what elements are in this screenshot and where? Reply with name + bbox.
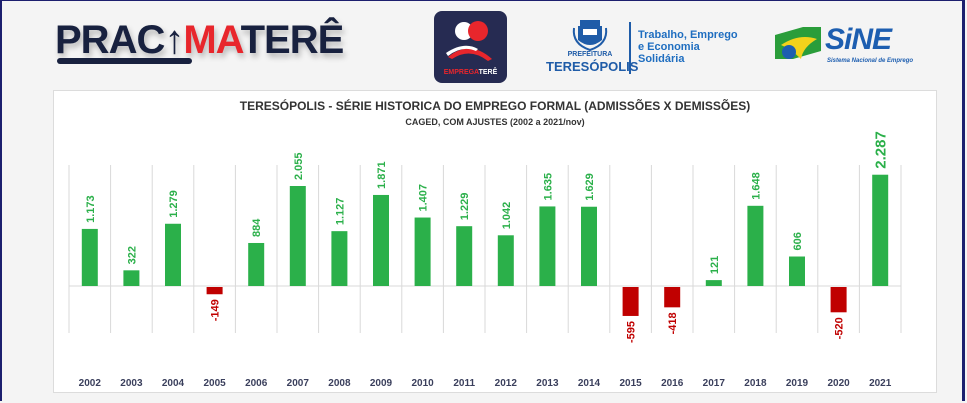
- bar-2005: [206, 287, 223, 295]
- data-label-2007: 2.055: [293, 152, 305, 180]
- x-tick-label: 2020: [827, 378, 850, 389]
- chart-title: TERESÓPOLIS - SÉRIE HISTORICA DO EMPREGO…: [239, 99, 751, 113]
- chart-subtitle: CAGED, COM AJUSTES (2002 a 2021/nov): [405, 117, 585, 127]
- bar-2018: [747, 205, 764, 286]
- bar-2007: [289, 186, 306, 286]
- data-label-2010: 1.407: [418, 184, 430, 212]
- x-tick-label: 2005: [203, 378, 226, 389]
- pracomatere-logo: PRAC↑MATERÊ: [55, 18, 345, 62]
- secretaria-line-3: Solidária: [638, 53, 685, 65]
- teresopolis-label: TERESÓPOLIS: [546, 59, 639, 74]
- data-label-2005: -149: [210, 299, 222, 321]
- bar-2020: [830, 287, 847, 313]
- data-label-2021: 2.287: [873, 131, 890, 169]
- data-label-2009: 1.871: [376, 161, 388, 189]
- bar-2014: [581, 206, 597, 286]
- x-tick-label: 2007: [287, 378, 310, 389]
- emprega-text: EMPREGA: [443, 69, 479, 76]
- brand-text-prac: PRAC: [55, 18, 165, 62]
- x-tick-label: 2021: [869, 378, 892, 389]
- x-tick-label: 2015: [619, 378, 642, 389]
- data-label-2017: 121: [709, 256, 721, 274]
- bar-2009: [373, 194, 389, 286]
- bar-2008: [331, 231, 348, 286]
- coat-of-arms-icon: [572, 20, 608, 52]
- bar-2019: [789, 256, 805, 286]
- x-tick-label: 2017: [703, 378, 726, 389]
- people-icon: [446, 21, 492, 61]
- arrow-up-icon: ↑: [164, 18, 184, 62]
- x-tick-label: 2004: [162, 378, 185, 389]
- data-label-2020: -520: [834, 317, 846, 339]
- x-tick-label: 2002: [79, 378, 102, 389]
- data-label-2002: 1.173: [85, 195, 97, 223]
- bar-2017: [705, 280, 722, 286]
- x-tick-label: 2013: [536, 378, 559, 389]
- x-tick-label: 2011: [453, 378, 475, 389]
- data-label-2019: 606: [792, 232, 804, 250]
- data-label-2015: -595: [626, 321, 638, 343]
- sine-logo: SiNE Sistema Nacional de Emprego: [773, 23, 923, 67]
- logo-divider: [629, 22, 631, 74]
- data-label-2013: 1.635: [542, 173, 554, 201]
- prefeitura-logo: PREFEITURA TERESÓPOLIS: [546, 14, 638, 78]
- bar-2004: [165, 223, 181, 286]
- chart-panel: [53, 90, 937, 393]
- secretaria-line-1: Trabalho, Emprego: [638, 29, 738, 41]
- bar-2016: [664, 287, 681, 308]
- bar-2010: [414, 217, 431, 286]
- x-tick-label: 2019: [786, 378, 809, 389]
- prefeitura-label: PREFEITURA: [567, 51, 613, 58]
- bar-2015: [622, 287, 639, 316]
- brand-swoosh: [57, 58, 192, 64]
- brand-text-tere: TERÊ: [240, 18, 345, 62]
- data-label-2003: 322: [126, 246, 138, 264]
- data-label-2004: 1.279: [168, 190, 180, 218]
- sine-wordmark: SiNE: [825, 23, 892, 56]
- data-label-2008: 1.127: [334, 198, 346, 226]
- empregatere-label: EMPREGATERÊ: [434, 69, 507, 76]
- x-tick-label: 2018: [744, 378, 767, 389]
- brand-text-ma: MA: [183, 18, 241, 62]
- x-tick-label: 2006: [245, 378, 268, 389]
- data-label-2011: 1.229: [459, 193, 471, 221]
- header: PRAC↑MATERÊ EMPREGATERÊ PREFEITURA TERES…: [0, 0, 967, 88]
- bar-2012: [497, 235, 514, 286]
- secretaria-line-2: e Economia: [638, 41, 700, 53]
- x-tick-label: 2009: [370, 378, 393, 389]
- secretaria-label: Trabalho, Emprego e Economia Solidária: [638, 29, 738, 65]
- data-label-2012: 1.042: [501, 202, 513, 230]
- empregatere-logo: EMPREGATERÊ: [434, 11, 507, 83]
- sine-subtitle: Sistema Nacional de Emprego: [827, 58, 914, 64]
- x-tick-label: 2003: [120, 378, 143, 389]
- x-tick-label: 2010: [411, 378, 434, 389]
- bar-2002: [81, 228, 98, 286]
- brazil-flag-icon: [775, 27, 821, 59]
- x-tick-label: 2016: [661, 378, 684, 389]
- x-tick-label: 2014: [578, 378, 601, 389]
- tere-text: TERÊ: [478, 69, 498, 76]
- bar-2006: [248, 242, 265, 286]
- data-label-2006: 884: [251, 218, 263, 237]
- bar-2003: [123, 270, 140, 286]
- data-label-2014: 1.629: [584, 173, 596, 201]
- x-tick-label: 2012: [495, 378, 518, 389]
- bar-2013: [539, 206, 556, 286]
- bar-2011: [456, 226, 473, 286]
- x-tick-label: 2008: [328, 378, 351, 389]
- bar-2021: [872, 174, 889, 286]
- data-label-2018: 1.648: [750, 172, 762, 200]
- data-label-2016: -418: [667, 312, 679, 334]
